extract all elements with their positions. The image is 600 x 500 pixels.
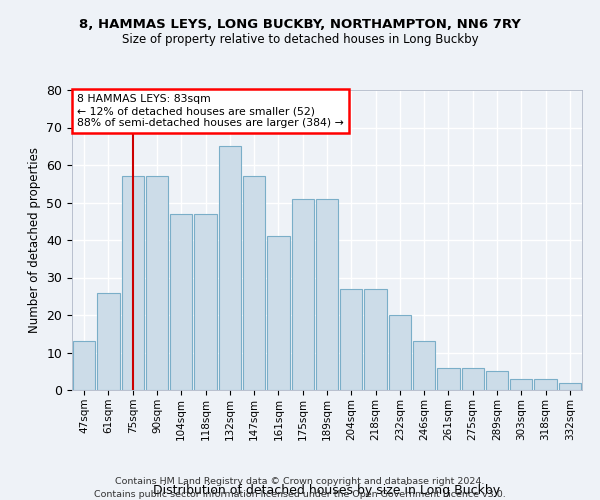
Bar	[486, 371, 508, 390]
Bar	[437, 368, 460, 390]
Bar	[97, 292, 119, 390]
Bar	[364, 289, 387, 390]
Bar	[194, 214, 217, 390]
Bar	[267, 236, 290, 390]
Bar	[510, 379, 532, 390]
Bar	[243, 176, 265, 390]
X-axis label: Distribution of detached houses by size in Long Buckby: Distribution of detached houses by size …	[154, 484, 500, 497]
Bar	[316, 198, 338, 390]
Bar	[122, 176, 144, 390]
Text: Contains HM Land Registry data © Crown copyright and database right 2024.: Contains HM Land Registry data © Crown c…	[115, 478, 485, 486]
Bar	[73, 341, 95, 390]
Bar	[461, 368, 484, 390]
Y-axis label: Number of detached properties: Number of detached properties	[28, 147, 41, 333]
Bar	[559, 382, 581, 390]
Bar	[146, 176, 168, 390]
Bar	[218, 146, 241, 390]
Bar	[292, 198, 314, 390]
Bar	[389, 315, 411, 390]
Bar	[340, 289, 362, 390]
Text: Size of property relative to detached houses in Long Buckby: Size of property relative to detached ho…	[122, 32, 478, 46]
Text: Contains public sector information licensed under the Open Government Licence v3: Contains public sector information licen…	[94, 490, 506, 499]
Bar	[413, 341, 436, 390]
Bar	[535, 379, 557, 390]
Text: 8, HAMMAS LEYS, LONG BUCKBY, NORTHAMPTON, NN6 7RY: 8, HAMMAS LEYS, LONG BUCKBY, NORTHAMPTON…	[79, 18, 521, 30]
Bar	[170, 214, 193, 390]
Text: 8 HAMMAS LEYS: 83sqm
← 12% of detached houses are smaller (52)
88% of semi-detac: 8 HAMMAS LEYS: 83sqm ← 12% of detached h…	[77, 94, 344, 128]
